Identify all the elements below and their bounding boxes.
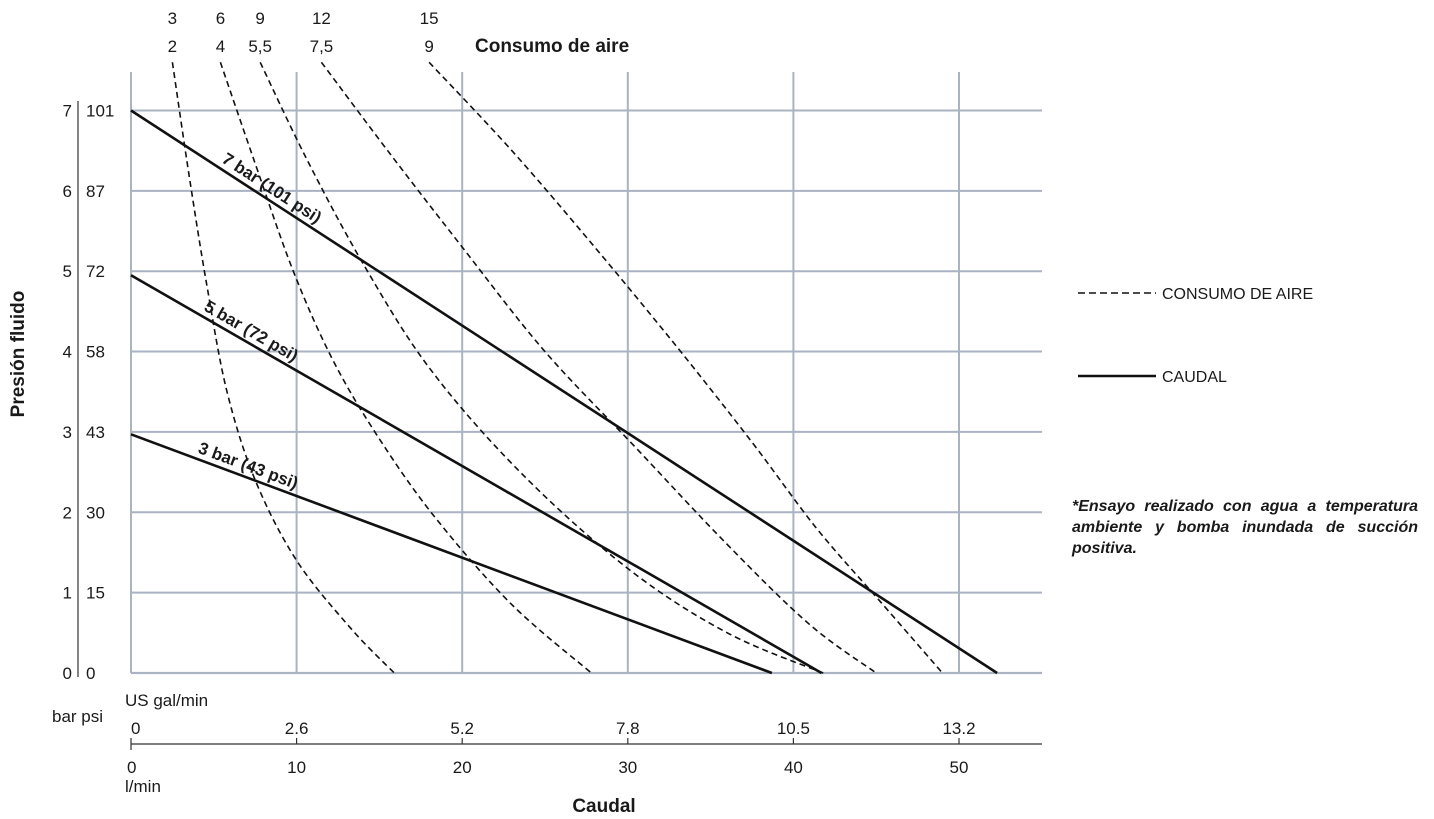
air-consumption-lines (171, 61, 944, 674)
x-gal-unit: US gal/min (125, 691, 208, 710)
flow-line-3 (130, 433, 773, 675)
flow-lines: 7 bar (101 psi) 5 bar (72 psi) 3 bar (43 p… (130, 109, 998, 675)
air-consumption-curve-4 (320, 61, 877, 674)
air-label-top-1: 3 (168, 9, 177, 28)
y-bar-tick-label: 5 (63, 262, 72, 281)
y-psi-tick-label: 101 (86, 101, 114, 120)
flow-line-1 (130, 109, 998, 675)
air-label-top-4: 12 (312, 9, 331, 28)
y-psi-tick-label: 87 (86, 182, 105, 201)
flow-line-label-1: 7 bar (101 psi) (219, 149, 325, 227)
y-bar-tick-label: 6 (63, 182, 72, 201)
y-psi-tick-label: 58 (86, 343, 105, 362)
air-label-bottom-1: 2 (168, 37, 177, 56)
air-label-bottom-5: 9 (424, 37, 433, 56)
y-bar-tick-label: 7 (63, 101, 72, 120)
legend-flow-label: CAUDAL (1162, 369, 1227, 386)
x-gal-tick-label: 5.2 (450, 719, 474, 738)
x-lmin-tick-label: 10 (287, 758, 306, 777)
legend-air-label: CONSUMO DE AIRE (1162, 286, 1313, 303)
y-bar-tick-label: 3 (63, 423, 72, 442)
y-axis-title: Presión fluido (8, 291, 29, 418)
x-gal-tick-label: 10.5 (777, 719, 810, 738)
air-consumption-curve-3 (259, 61, 824, 674)
y-psi-tick-label: 72 (86, 262, 105, 281)
air-label-bottom-4: 7,5 (310, 37, 334, 56)
x-lmin-tick-label: 40 (784, 758, 803, 777)
test-note: *Ensayo realizado con agua a temperatura… (1072, 498, 1418, 557)
air-consumption-curve-2 (219, 62, 592, 674)
x-gal-tick-label: 7.8 (616, 719, 640, 738)
flow-line-label-3: 3 bar (43 psi) (196, 439, 301, 493)
x-lmin-tick-label: 0 (127, 758, 136, 777)
x-lmin-tick-label: 20 (453, 758, 472, 777)
air-label-top-3: 9 (255, 9, 264, 28)
legend: CONSUMO DE AIRE CAUDAL (1078, 286, 1313, 386)
x-gal-tick-label: 0 (131, 719, 140, 738)
y-psi-tick-label: 15 (86, 584, 105, 603)
grid (130, 72, 1042, 675)
air-consumption-curve-1 (171, 62, 395, 674)
air-consumption-curve-5 (428, 61, 944, 674)
x-axis-title: Caudal (572, 796, 635, 817)
y-bar-tick-label: 4 (63, 343, 72, 362)
air-label-top-5: 15 (420, 9, 439, 28)
y-units-label: bar psi (52, 707, 103, 726)
x-gal-tick-label: 2.6 (285, 719, 309, 738)
y-bar-tick-label: 2 (63, 503, 72, 522)
x-lmin-tick-label: 50 (950, 758, 969, 777)
y-bar-tick-label: 1 (63, 584, 72, 603)
air-label-top-2: 6 (216, 9, 225, 28)
y-psi-tick-label: 43 (86, 423, 105, 442)
x-lmin-tick-label: 30 (618, 758, 637, 777)
x-lmin-unit: l/min (125, 777, 161, 796)
y-psi-tick-label: 30 (86, 503, 105, 522)
y-psi-tick-label: 0 (86, 664, 95, 683)
axes (77, 101, 1042, 750)
x-gal-tick-label: 13.2 (942, 719, 975, 738)
y-bar-tick-label: 0 (63, 664, 72, 683)
air-label-bottom-2: 4 (216, 37, 225, 56)
flow-line-label-2: 5 bar (72 psi) (201, 297, 301, 366)
top-axis-title: Consumo de aire (475, 36, 629, 57)
flow-line-2 (130, 274, 823, 675)
air-label-bottom-3: 5,5 (248, 37, 272, 56)
